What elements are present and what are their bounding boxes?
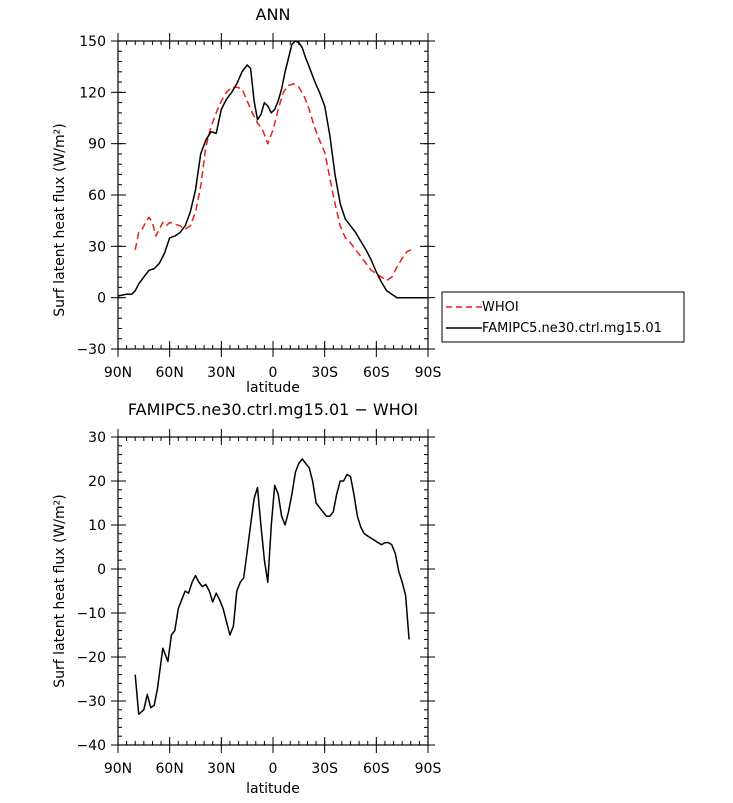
top-chart-legend: WHOI FAMIPC5.ne30.ctrl.mg15.01 [441,291,685,343]
top-x-tick-label: 60N [156,365,184,381]
top-chart-ylabel: Surf latent heat flux (W/m²) [52,123,68,316]
bottom-x-tick-label: 60S [363,761,390,777]
top-plot-frame [117,40,429,350]
top-y-tick-label: 60 [88,188,106,204]
top-chart-title: ANN [256,5,291,24]
bottom-x-tick-label: 90N [104,761,132,777]
bottom-series-line-0 [134,458,410,715]
bottom-plot-frame [117,436,429,746]
top-x-tick-label: 60S [363,365,390,381]
bottom-y-tick-label: −30 [76,694,106,710]
legend-label-famipc5: FAMIPC5.ne30.ctrl.mg15.01 [482,321,662,336]
bottom-y-tick-label: −10 [76,606,106,622]
bottom-chart-ylabel: Surf latent heat flux (W/m²) [52,494,68,687]
legend-box [441,291,685,343]
bottom-x-tick-label: 30N [207,761,235,777]
bottom-chart-title: FAMIPC5.ne30.ctrl.mg15.01 − WHOI [128,400,418,419]
top-series-line-1 [117,40,428,299]
top-x-tick-label: 30S [311,365,338,381]
bottom-chart-panel: FAMIPC5.ne30.ctrl.mg15.01 − WHOI latitud… [52,400,441,797]
top-y-tick-label: 90 [88,137,106,153]
top-y-tick-label: 0 [97,291,106,307]
top-chart-xlabel: latitude [246,380,300,396]
bottom-y-tick-label: −40 [76,738,106,754]
top-series-line-0 [134,83,412,282]
bottom-y-tick-label: 30 [88,430,106,446]
bottom-x-tick-label: 90S [415,761,442,777]
bottom-x-tick-label: 30S [311,761,338,777]
top-x-tick-label: 90S [415,365,442,381]
bottom-y-tick-label: 10 [88,518,106,534]
top-chart-panel: ANN latitude Surf latent heat flux (W/m²… [52,5,685,396]
bottom-y-tick-label: 20 [88,474,106,490]
top-y-tick-label: 150 [79,34,106,50]
top-x-tick-label: 90N [104,365,132,381]
bottom-chart-xlabel: latitude [246,781,300,797]
bottom-y-tick-label: −20 [76,650,106,666]
bottom-x-tick-label: 60N [156,761,184,777]
bottom-x-tick-label: 0 [269,761,278,777]
top-y-tick-label: 30 [88,239,106,255]
bottom-y-tick-label: 0 [97,562,106,578]
legend-label-whoi: WHOI [482,300,519,315]
top-y-tick-label: 120 [79,85,106,101]
top-y-tick-label: −30 [76,342,106,358]
top-x-tick-label: 0 [269,365,278,381]
top-x-tick-label: 30N [207,365,235,381]
